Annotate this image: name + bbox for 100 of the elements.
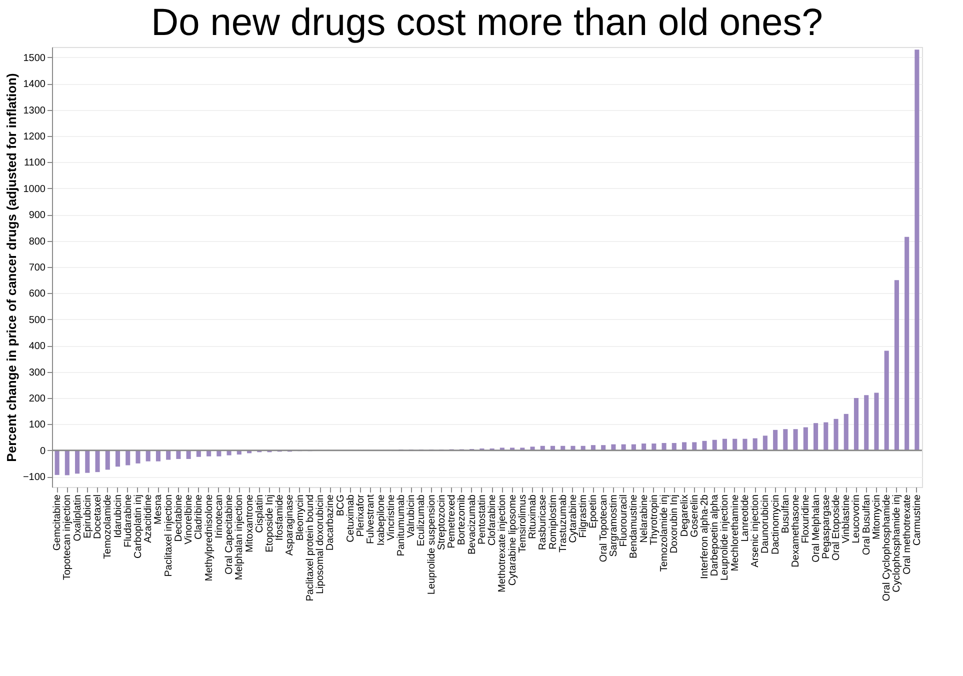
x-tick-label: Cisplatin: [254, 494, 266, 533]
x-tick-label: Docetaxel: [92, 494, 104, 539]
x-tick-label: Mitoxantrone: [244, 494, 256, 552]
x-tick-label: Valrubicin: [406, 494, 418, 538]
x-tick-label: Dacarbazine: [325, 494, 336, 551]
x-tick-label: Cytarabine liposome: [507, 494, 518, 586]
chart-title: Do new drugs cost more than old ones?: [151, 2, 823, 44]
y-tick-label: 1100: [24, 158, 46, 169]
y-tick-label: 400: [28, 341, 46, 352]
y-tick-label: 700: [28, 262, 46, 274]
x-tick-label: Cyclophosphamide inj: [892, 494, 903, 592]
x-tick-label: Dactinomycin: [770, 494, 782, 555]
x-tick-label: Vinblastine: [841, 494, 852, 544]
x-tick-label: Bendamustine: [628, 494, 640, 558]
x-tick-label: Oral Topotecan: [598, 494, 610, 562]
x-tick-label: Irinotecan: [214, 494, 225, 538]
y-tick-label: 1400: [23, 79, 46, 90]
y-tick-label: 1300: [23, 105, 46, 116]
x-tick-label: Dexamethasone: [790, 494, 802, 568]
x-tick-label: Bleomycin: [294, 494, 306, 541]
y-tick-label: 1000: [23, 184, 46, 195]
x-tick-label: Busulfan: [780, 494, 792, 534]
x-tick-label: Romiplostim: [548, 494, 559, 550]
x-tick-label: Bortezomib: [456, 494, 468, 546]
x-tick-label: Fluorouracil: [618, 494, 630, 547]
x-tick-label: Melphalan injection: [234, 494, 246, 580]
x-tick-label: Streptozocin: [436, 494, 448, 550]
x-tick-label: Ifosfamide: [274, 494, 286, 541]
x-tick-label: Oxaliplatin: [72, 494, 84, 542]
x-tick-label: Lanreotide: [740, 494, 751, 542]
x-tick-label: Epoetin: [588, 494, 600, 528]
x-tick-label: Arsenic injection: [750, 494, 762, 568]
x-tick-label: Temsirolimus: [517, 494, 528, 553]
x-tick-label: Panitumumab: [396, 494, 408, 556]
y-tick-label: 1500: [23, 52, 46, 64]
x-tick-label: BCG: [335, 494, 346, 516]
x-tick-label: Vinorelbine: [184, 494, 195, 544]
x-tick-label: Clofarabine: [487, 494, 498, 546]
x-tick-label: Daunorubicin: [760, 494, 772, 554]
x-tick-label: Carboplatin inj: [132, 494, 144, 558]
x-tick-label: Etoposide Inj: [264, 494, 276, 552]
x-tick-label: Vincristine: [386, 494, 397, 540]
x-tick-label: Azacitidine: [143, 494, 154, 543]
x-tick-label: Methylprednisolone: [204, 494, 215, 582]
x-tick-label: Oral Capecitabine: [224, 494, 236, 575]
y-tick-label: 1200: [23, 132, 46, 143]
x-tick-label: Liposomal doxorubicin: [315, 494, 326, 594]
x-tick-label: Darbepoetin alpha: [710, 494, 721, 576]
x-tick-label: Leucovorin: [851, 494, 862, 544]
x-tick-label: Mesna: [153, 494, 164, 525]
x-tick-label: Gemcitabine: [52, 494, 64, 551]
x-tick-label: Temozolamide: [102, 494, 114, 559]
x-tick-label: Trastuzumab: [558, 494, 569, 552]
y-tick-label: 100: [28, 420, 46, 431]
y-tick-label: −100: [22, 472, 46, 484]
y-tick-label: 200: [28, 393, 46, 404]
x-tick-label: Ixabepilone: [376, 494, 387, 546]
x-tick-label: Fulvestrant: [366, 494, 377, 544]
x-tick-label: Cytarabine: [568, 494, 579, 543]
x-tick-label: Decitabine: [173, 494, 184, 542]
y-axis-title: Percent change in price of cancer drugs (adjusted for inflation): [4, 73, 19, 462]
x-tick-label: Degarelix: [679, 494, 690, 537]
y-tick-label: 900: [28, 210, 46, 222]
x-tick-label: Oral Busulfan: [861, 494, 872, 556]
x-tick-label: Carmustine: [912, 494, 923, 546]
x-tick-label: Leuprolide suspension: [426, 494, 438, 595]
x-tick-label: Oral Etoposide: [831, 494, 842, 561]
x-tick-label: Rituximab: [528, 494, 539, 539]
x-tick-label: Floxuridine: [800, 494, 812, 544]
y-tick-label: 0: [40, 446, 46, 457]
x-tick-label: Goserelin: [689, 494, 700, 538]
x-tick-label: Leuprolide injection: [720, 494, 731, 581]
y-tick-label: 500: [28, 314, 46, 326]
x-tick-label: Pemetrexed: [446, 494, 458, 548]
x-tick-label: Doxorubin Inj: [669, 494, 680, 554]
x-tick-label: Methotrexate injection: [497, 494, 508, 592]
x-tick-label: Nelarabine: [638, 494, 650, 543]
x-tick-label: Sargramostim: [608, 494, 620, 557]
y-tick-label: 800: [28, 236, 46, 248]
x-tick-label: Paclitaxel protein bound: [304, 494, 316, 602]
x-tick-label: Epirubicin: [82, 494, 94, 538]
x-tick-label: Idarubicin: [112, 494, 124, 538]
x-tick-label: Mitomycin: [871, 494, 882, 540]
x-tick-label: Pegaspargase: [820, 494, 832, 559]
x-tick-label: Cetuximab: [345, 494, 356, 542]
x-tick-label: Rasburicase: [538, 494, 549, 550]
x-tick-label: Eculizumab: [416, 494, 428, 546]
x-tick-label: Mechlorethamine: [730, 494, 741, 572]
x-tick-label: Asparaginase: [284, 494, 296, 556]
x-tick-label: Filgrastim: [578, 494, 590, 538]
x-tick-label: Temozolamide inj: [659, 494, 670, 572]
x-tick-label: Oral Cyclophosphamide: [882, 494, 893, 602]
y-tick-label: 300: [28, 367, 46, 378]
x-tick-label: Oral Melphalan: [810, 494, 822, 562]
x-tick-label: Interferon alpha-2b: [700, 494, 710, 580]
y-tick-label: 600: [28, 288, 46, 300]
x-tick-label: Plerixafor: [356, 494, 367, 537]
x-tick-label: Topotecan injection: [62, 494, 74, 580]
x-tick-label: Fludarabine: [122, 494, 134, 548]
x-tick-label: Pentostatin: [476, 494, 488, 545]
